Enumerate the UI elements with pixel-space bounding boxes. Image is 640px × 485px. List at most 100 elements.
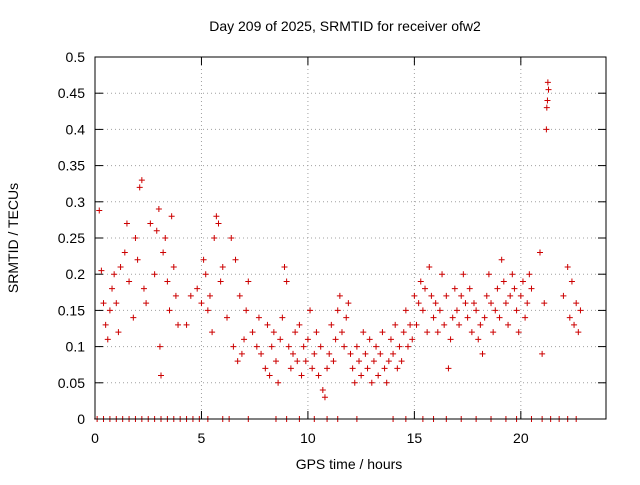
data-point bbox=[470, 300, 477, 307]
data-point bbox=[102, 321, 109, 328]
data-point bbox=[524, 300, 531, 307]
data-point bbox=[564, 263, 571, 270]
data-point bbox=[96, 207, 103, 214]
data-point bbox=[241, 336, 248, 343]
data-point bbox=[441, 321, 448, 328]
data-point bbox=[349, 365, 356, 372]
data-point bbox=[168, 213, 175, 220]
data-point bbox=[313, 329, 320, 336]
data-point bbox=[175, 321, 182, 328]
data-point bbox=[155, 206, 162, 213]
data-point bbox=[275, 379, 282, 386]
data-point bbox=[494, 285, 501, 292]
data-point bbox=[468, 329, 475, 336]
data-point bbox=[300, 343, 307, 350]
data-point bbox=[143, 300, 150, 307]
data-point bbox=[98, 267, 105, 274]
data-point bbox=[309, 365, 316, 372]
data-point bbox=[362, 350, 369, 357]
data-point bbox=[434, 329, 441, 336]
data-point bbox=[568, 278, 575, 285]
data-point bbox=[379, 329, 386, 336]
data-point bbox=[387, 336, 394, 343]
data-point bbox=[492, 307, 499, 314]
data-point bbox=[381, 365, 388, 372]
data-point bbox=[153, 227, 160, 234]
data-point bbox=[249, 329, 256, 336]
data-point bbox=[292, 329, 299, 336]
data-point bbox=[458, 292, 465, 299]
data-point bbox=[483, 292, 490, 299]
data-point bbox=[422, 285, 429, 292]
data-point bbox=[106, 307, 113, 314]
data-point bbox=[424, 329, 431, 336]
data-point bbox=[311, 350, 318, 357]
y-axis-label: SRMTID / TECUs bbox=[5, 183, 21, 293]
data-point bbox=[366, 336, 373, 343]
data-point bbox=[453, 307, 460, 314]
data-point bbox=[330, 358, 337, 365]
data-point bbox=[577, 307, 584, 314]
data-point bbox=[183, 321, 190, 328]
data-point bbox=[307, 307, 314, 314]
y-tick-label: 0.3 bbox=[66, 194, 86, 210]
data-point bbox=[243, 307, 250, 314]
data-point bbox=[409, 336, 416, 343]
data-point bbox=[511, 285, 518, 292]
data-point bbox=[419, 307, 426, 314]
data-point bbox=[338, 329, 345, 336]
data-point bbox=[341, 343, 348, 350]
x-tick-label: 15 bbox=[407, 430, 423, 446]
data-point bbox=[126, 278, 133, 285]
y-tick-label: 0.35 bbox=[58, 158, 85, 174]
data-point bbox=[544, 97, 551, 104]
data-point bbox=[479, 350, 486, 357]
data-point bbox=[575, 329, 582, 336]
data-point bbox=[321, 394, 328, 401]
data-point bbox=[343, 314, 350, 321]
data-point bbox=[117, 263, 124, 270]
data-point bbox=[443, 292, 450, 299]
data-point bbox=[353, 343, 360, 350]
data-points bbox=[94, 79, 584, 422]
data-point bbox=[166, 307, 173, 314]
data-point bbox=[158, 372, 165, 379]
data-point bbox=[515, 329, 522, 336]
data-point bbox=[151, 271, 158, 278]
data-point bbox=[121, 249, 128, 256]
data-point bbox=[400, 329, 407, 336]
data-point bbox=[402, 307, 409, 314]
data-point bbox=[345, 300, 352, 307]
data-point bbox=[211, 235, 218, 241]
data-point bbox=[390, 350, 397, 357]
y-tick-label: 0.05 bbox=[58, 375, 85, 391]
data-point bbox=[413, 321, 420, 328]
data-point bbox=[285, 343, 292, 350]
data-point bbox=[136, 184, 143, 191]
data-point bbox=[332, 336, 339, 343]
data-point bbox=[432, 300, 439, 307]
data-point bbox=[164, 278, 171, 285]
data-point bbox=[392, 321, 399, 328]
data-point bbox=[473, 307, 480, 314]
data-point bbox=[488, 300, 495, 307]
data-point bbox=[566, 314, 573, 321]
data-point bbox=[513, 307, 520, 314]
data-point bbox=[496, 314, 503, 321]
y-tick-label: 0.2 bbox=[66, 266, 86, 282]
data-point bbox=[138, 177, 145, 184]
x-tick-label: 5 bbox=[198, 430, 206, 446]
data-point bbox=[368, 379, 375, 386]
data-point bbox=[115, 329, 122, 336]
x-tick-label: 0 bbox=[91, 430, 99, 446]
data-point bbox=[219, 263, 226, 270]
data-point bbox=[573, 300, 580, 307]
data-point bbox=[539, 350, 546, 357]
x-tick-label: 10 bbox=[300, 430, 316, 446]
data-point bbox=[517, 292, 524, 299]
data-point bbox=[544, 79, 551, 86]
data-point bbox=[258, 350, 265, 357]
data-point bbox=[123, 220, 130, 227]
